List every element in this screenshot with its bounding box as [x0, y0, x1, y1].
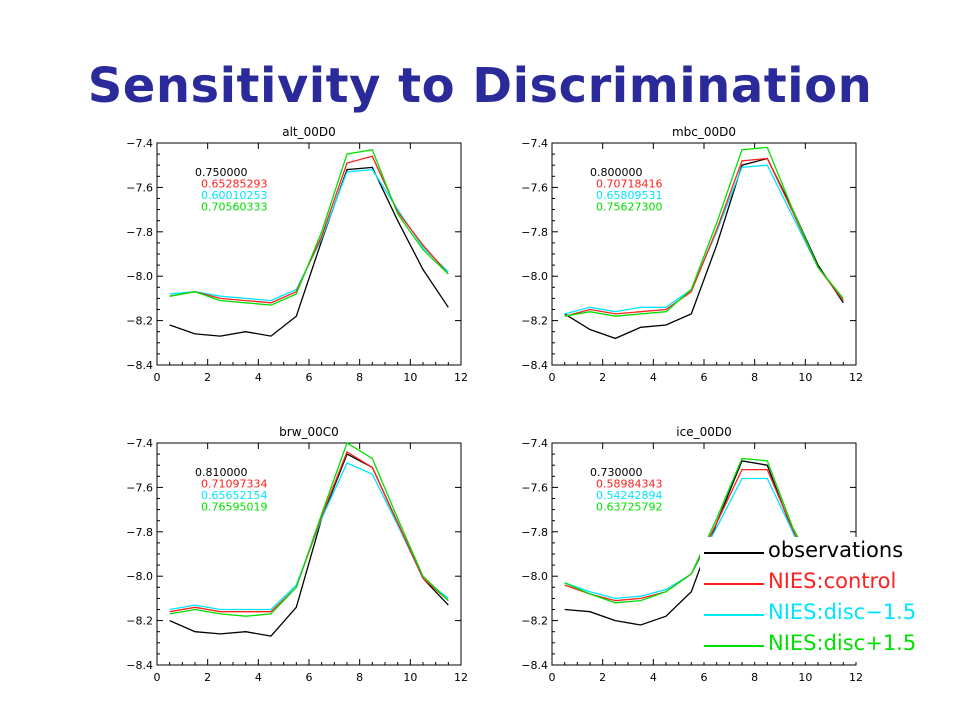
chart-title: mbc_00D0: [672, 125, 736, 139]
chart-1: mbc_00D0 0 2 4 6 8 10 12 −7.4 −7.6 −7.8 −8.0 −8.2 −8.…: [521, 125, 863, 384]
y-tick-label: −8.0: [521, 570, 548, 583]
y-tick-label: −7.6: [126, 481, 153, 494]
series-line-0: [169, 166, 449, 337]
series-line-2: [564, 157, 844, 317]
x-tick-label: 10: [403, 371, 417, 384]
x-tick-label: 10: [798, 671, 812, 684]
stat-value: 0.60010253: [201, 189, 267, 202]
chart-0: alt_00D0 0 2 4 6 8 10 12 −7.4 −7.6 −7.8 −8.0 −8.2 −8.…: [126, 125, 468, 384]
x-tick-label: 8: [751, 671, 758, 684]
legend-item: observations: [700, 537, 940, 567]
chart-title: brw_00C0: [279, 425, 339, 439]
chart-title: ice_00D0: [676, 425, 731, 439]
y-tick-label: −8.2: [126, 315, 153, 328]
x-tick-label: 0: [154, 671, 161, 684]
y-tick-label: −7.6: [521, 181, 548, 194]
stat-value: 0.54242894: [596, 489, 662, 502]
legend-label: NIES:disc−1.5: [768, 600, 917, 624]
y-tick-label: −8.4: [521, 359, 548, 372]
y-tick-label: −7.4: [521, 437, 548, 450]
y-tick-label: −8.4: [126, 359, 153, 372]
legend-item: NIES:disc+1.5: [700, 630, 940, 660]
slide-title: Sensitivity to Discrimination: [87, 58, 873, 114]
stat-value: 0.810000: [195, 466, 248, 479]
stat-value: 0.63725792: [596, 501, 662, 514]
x-tick-label: 4: [255, 671, 262, 684]
x-tick-label: 6: [701, 671, 708, 684]
legend-label: NIES:control: [768, 569, 897, 593]
y-tick-label: −7.8: [126, 526, 153, 539]
x-tick-label: 2: [204, 671, 211, 684]
stat-value: 0.800000: [590, 166, 643, 179]
y-tick-label: −7.4: [126, 437, 153, 450]
stat-value: 0.65652154: [201, 489, 267, 502]
legend-label: observations: [768, 538, 904, 562]
x-tick-label: 8: [751, 371, 758, 384]
y-tick-label: −7.4: [126, 137, 153, 150]
x-tick-label: 10: [403, 671, 417, 684]
y-tick-label: −8.4: [521, 659, 548, 672]
x-tick-label: 6: [306, 371, 313, 384]
stat-value: 0.70560333: [201, 201, 267, 214]
x-tick-label: 0: [154, 371, 161, 384]
series-line-3: [169, 148, 449, 306]
chart-legend: observations NIES:control NIES:disc−1.5 NIE…: [700, 537, 940, 662]
stat-value: 0.58984343: [596, 478, 662, 491]
x-tick-label: 4: [650, 671, 657, 684]
series-line-3: [564, 146, 844, 317]
x-tick-label: 2: [204, 371, 211, 384]
x-tick-label: 4: [650, 371, 657, 384]
y-tick-label: −7.4: [521, 137, 548, 150]
y-tick-label: −8.4: [126, 659, 153, 672]
stat-value: 0.750000: [195, 166, 248, 179]
x-tick-label: 4: [255, 371, 262, 384]
y-tick-label: −8.2: [126, 615, 153, 628]
x-tick-label: 12: [454, 371, 468, 384]
x-tick-label: 8: [356, 371, 363, 384]
x-tick-label: 0: [549, 671, 556, 684]
chart-title: alt_00D0: [282, 125, 336, 139]
y-tick-label: −7.8: [126, 226, 153, 239]
x-tick-label: 6: [306, 671, 313, 684]
y-tick-label: −7.8: [521, 226, 548, 239]
stat-value: 0.75627300: [596, 201, 662, 214]
legend-item: NIES:control: [700, 568, 940, 598]
y-tick-label: −7.6: [126, 181, 153, 194]
y-tick-label: −8.0: [126, 570, 153, 583]
stat-value: 0.730000: [590, 466, 643, 479]
x-tick-label: 12: [849, 371, 863, 384]
y-tick-label: −8.0: [521, 270, 548, 283]
y-tick-label: −8.0: [126, 270, 153, 283]
y-tick-label: −7.6: [521, 481, 548, 494]
x-tick-label: 6: [701, 371, 708, 384]
x-tick-label: 8: [356, 671, 363, 684]
x-tick-label: 0: [549, 371, 556, 384]
x-tick-label: 2: [599, 371, 606, 384]
x-tick-label: 12: [454, 671, 468, 684]
series-line-3: [169, 442, 449, 617]
y-tick-label: −7.8: [521, 526, 548, 539]
legend-swatch: [704, 552, 764, 554]
x-tick-label: 2: [599, 671, 606, 684]
stat-value: 0.76595019: [201, 501, 267, 514]
x-tick-label: 12: [849, 671, 863, 684]
x-tick-label: 10: [798, 371, 812, 384]
stat-value: 0.70718416: [596, 178, 662, 191]
legend-swatch: [704, 645, 764, 647]
legend-swatch: [704, 583, 764, 585]
legend-label: NIES:disc+1.5: [768, 631, 917, 655]
stat-value: 0.71097334: [201, 478, 267, 491]
legend-item: NIES:disc−1.5: [700, 599, 940, 629]
stat-value: 0.65285293: [201, 178, 267, 191]
y-tick-label: −8.2: [521, 615, 548, 628]
stat-value: 0.65809531: [596, 189, 662, 202]
legend-swatch: [704, 614, 764, 616]
chart-2: brw_00C0 0 2 4 6 8 10 12 −7.4 −7.6 −7.8 −8.0 −8.2 −8.…: [126, 425, 468, 684]
y-tick-label: −8.2: [521, 315, 548, 328]
